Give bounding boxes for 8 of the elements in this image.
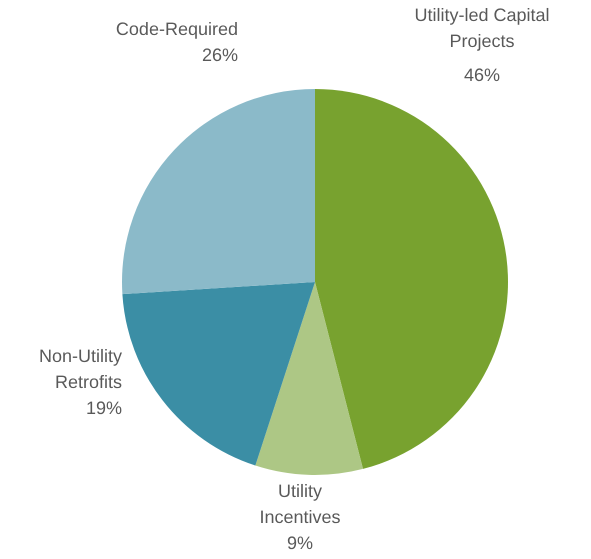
data-label: 19% — [86, 398, 122, 418]
slice-label: Non-Utility Retrofits — [38, 346, 122, 392]
slice-label: Utility Incentives — [259, 480, 341, 527]
slice-label: Code-Required — [116, 18, 238, 39]
data-label: 9% — [286, 532, 314, 553]
data-label: 46% — [464, 64, 500, 85]
data-label: 26% — [202, 44, 238, 65]
slice-label: Utility-led Capital Projects — [414, 4, 550, 51]
